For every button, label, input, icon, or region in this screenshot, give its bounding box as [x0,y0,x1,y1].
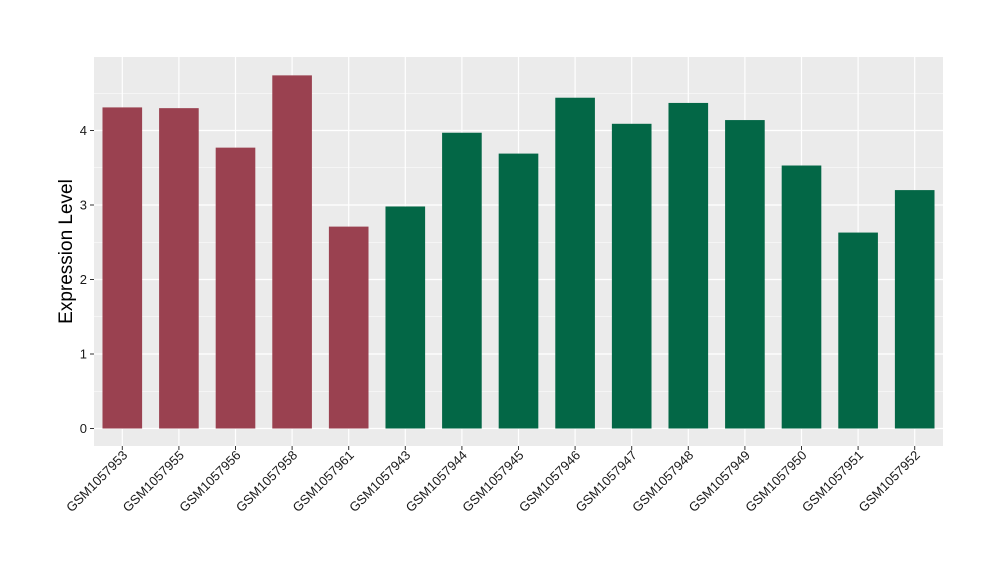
bar-GSM1057950 [781,165,822,429]
bar-GSM1057956 [215,147,256,429]
y-tick-label: 3 [80,198,87,213]
bar-GSM1057951 [838,232,878,429]
y-axis: 0 1 2 3 4 [80,123,94,436]
bar-GSM1057961 [328,226,369,429]
bar-GSM1057958 [272,75,312,429]
bar-GSM1057952 [894,190,935,429]
bar-GSM1057945 [498,153,539,429]
bar-GSM1057948 [668,102,709,429]
bar-GSM1057953 [102,107,143,429]
bar-GSM1057944 [442,132,482,429]
x-axis: GSM1057953GSM1057955GSM1057956GSM1057958… [63,446,923,515]
y-tick-label: 2 [80,272,87,287]
y-tick-label: 0 [80,421,87,436]
bar-GSM1057949 [725,120,765,429]
bar-GSM1057943 [385,206,426,429]
bar-GSM1057946 [555,97,595,429]
y-axis-label: Expression Level [56,179,77,324]
bars [102,75,935,429]
y-tick-label: 4 [80,123,87,138]
bar-GSM1057955 [159,108,199,429]
y-tick-label: 1 [80,347,87,362]
bar-GSM1057947 [611,123,652,429]
